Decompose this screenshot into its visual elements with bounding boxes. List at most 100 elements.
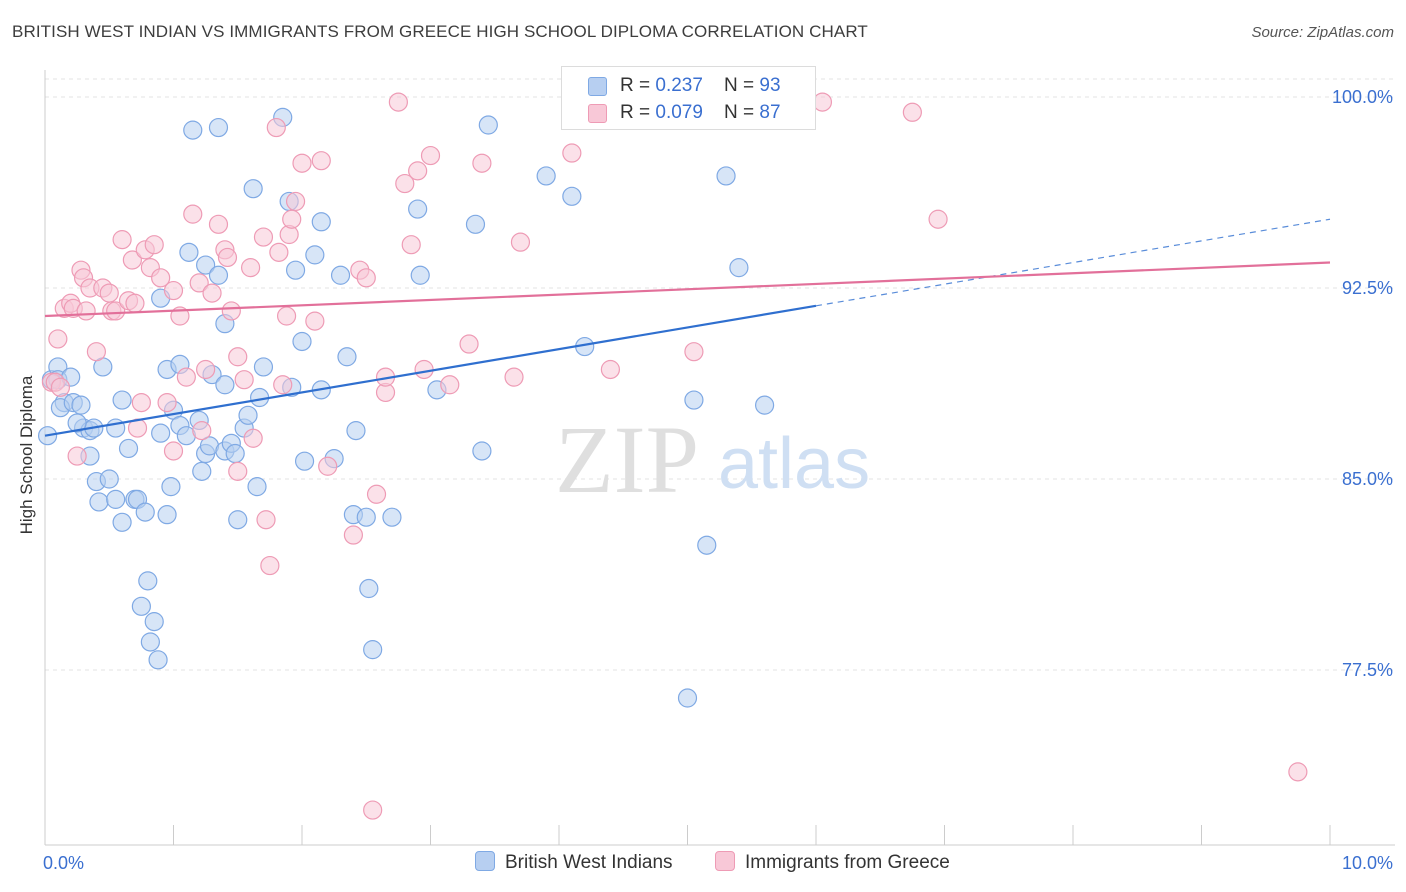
data-point: [163, 441, 184, 461]
data-point: [330, 265, 351, 285]
data-point: [382, 507, 402, 527]
axes: [44, 70, 1395, 846]
data-point: [754, 395, 775, 415]
data-point: [151, 423, 171, 443]
data-point: [266, 117, 286, 138]
data-point: [504, 367, 524, 387]
y-tick-label: 77.5%: [1342, 660, 1393, 680]
bottom-legend-label: Immigrants from Greece: [745, 852, 950, 873]
data-point: [414, 359, 434, 380]
legend-swatch-pink: [588, 104, 607, 123]
data-point: [812, 92, 833, 112]
data-point: [89, 492, 109, 512]
data-point: [221, 301, 241, 321]
data-point: [192, 461, 212, 481]
data-point: [144, 612, 164, 632]
data-point: [112, 230, 132, 250]
bottom-legend-swatch-pink: [715, 851, 735, 871]
data-point: [401, 235, 421, 255]
data-point: [472, 441, 492, 461]
watermark-atlas: atlas: [718, 424, 870, 504]
data-point: [600, 359, 621, 380]
data-point: [208, 214, 229, 234]
data-point: [112, 512, 132, 532]
data-point: [677, 688, 698, 708]
data-point: [179, 242, 199, 262]
data-point: [562, 186, 582, 206]
data-point: [363, 640, 383, 660]
data-point: [729, 258, 749, 278]
data-point: [99, 469, 119, 489]
data-point: [346, 421, 366, 441]
source-credit: Source: ZipAtlas.com: [1251, 24, 1394, 41]
data-point: [410, 265, 430, 285]
data-point: [157, 505, 177, 525]
data-point: [902, 102, 922, 122]
data-point: [363, 800, 383, 820]
data-point: [243, 179, 263, 199]
legend-r-value: 0.079: [655, 102, 703, 123]
legend-r-value: 0.237: [655, 75, 703, 96]
data-point: [99, 283, 119, 303]
data-point: [472, 153, 492, 173]
data-point: [196, 359, 216, 380]
data-point: [135, 502, 155, 522]
trend-line-immigrants-from-greece: [44, 261, 1331, 318]
data-point: [465, 214, 486, 234]
data-point: [241, 258, 261, 278]
data-point: [388, 92, 408, 112]
legend-n-value: 93: [759, 75, 781, 96]
data-point: [144, 235, 164, 255]
data-point: [294, 451, 315, 471]
data-point: [67, 446, 87, 466]
trend-line-british-west-indians: [44, 304, 817, 437]
data-point: [253, 227, 274, 247]
data-point: [215, 375, 235, 395]
data-point: [1288, 762, 1308, 782]
data-point: [260, 555, 280, 576]
watermark-zip: ZIP: [555, 406, 699, 513]
trend-lines: [44, 218, 1331, 437]
data-point: [50, 377, 71, 397]
data-point: [282, 209, 302, 229]
data-point: [228, 510, 248, 530]
data-point: [125, 293, 145, 313]
data-point: [305, 245, 325, 265]
data-point: [112, 390, 132, 410]
y-tick-label: 85.0%: [1342, 469, 1393, 489]
data-point: [183, 204, 203, 224]
data-point: [163, 280, 184, 301]
zipatlas-watermark: ZIP atlas: [555, 406, 870, 513]
bottom-legend-immigrants-from-greece: Immigrants from Greece: [715, 851, 950, 874]
bottom-legend-label: British West Indians: [505, 852, 673, 873]
data-point: [459, 334, 479, 354]
data-point: [138, 571, 158, 591]
data-point: [189, 273, 209, 293]
data-point: [234, 370, 254, 390]
y-tick-label: 100.0%: [1332, 87, 1393, 107]
data-point: [148, 650, 168, 670]
data-point: [684, 342, 704, 362]
data-point: [131, 596, 151, 616]
data-point: [253, 357, 274, 377]
data-point: [285, 191, 306, 212]
data-point: [562, 143, 582, 163]
data-point: [208, 117, 229, 138]
data-point: [269, 242, 289, 262]
data-point: [684, 390, 704, 410]
data-point: [238, 405, 258, 425]
legend-swatch-blue: [588, 77, 607, 96]
data-point: [140, 632, 160, 652]
tick-labels: 100.0% 92.5% 85.0% 77.5% 0.0% 10.0%: [43, 87, 1393, 873]
data-point: [478, 115, 498, 135]
data-point: [67, 413, 87, 433]
data-point: [305, 311, 325, 331]
data-point: [183, 120, 203, 140]
data-point: [536, 166, 556, 186]
data-point: [697, 535, 717, 555]
data-point: [276, 306, 297, 326]
data-point: [311, 212, 331, 232]
stats-legend: R = 0.237 N = 93 R = 0.079 N = 87: [561, 66, 816, 130]
trend-line-extension: [815, 218, 1331, 307]
